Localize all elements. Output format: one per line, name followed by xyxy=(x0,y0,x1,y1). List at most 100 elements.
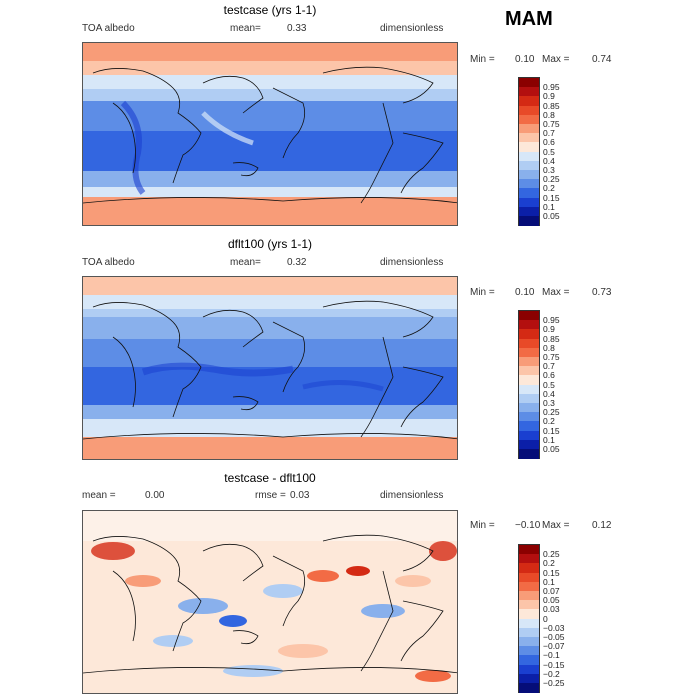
colorbar-tick-label: 0.15 xyxy=(543,425,560,436)
colorbar-swatch xyxy=(519,439,539,450)
panel-2-mean-label: mean= xyxy=(230,257,261,268)
colorbar-tick-label: 0.1 xyxy=(543,576,555,587)
colorbar-tick-label: 0 xyxy=(543,613,548,624)
panel-1-max-label: Max = xyxy=(542,54,570,65)
panel-3-coastlines xyxy=(83,534,457,674)
colorbar-tick-label: 0.6 xyxy=(543,137,555,148)
panel-2-coastlines xyxy=(83,300,457,440)
colorbar-swatch xyxy=(519,124,539,134)
colorbar-swatch xyxy=(519,618,539,629)
colorbar-tick-label: 0.15 xyxy=(543,192,560,203)
colorbar-tick-label: 0.7 xyxy=(543,128,555,139)
colorbar-tick-label: −0.05 xyxy=(543,632,565,642)
colorbar-swatch xyxy=(519,421,539,431)
panel-1-colorbar: 0.95 0.9 0.85 0.8 0.75 0.7 0.6 0.5 0.4 0.3 0.25 0.2… xyxy=(518,77,560,227)
colorbar-swatch xyxy=(519,637,539,647)
colorbar-tick-label: 0.5 xyxy=(543,146,555,157)
panel-1-unit-label: dimensionless xyxy=(380,23,444,34)
colorbar-tick-label: 0.05 xyxy=(543,595,560,606)
colorbar-tick-label: 0.2 xyxy=(543,416,555,427)
colorbar-tick-label: −0.07 xyxy=(543,641,565,652)
colorbar-tick-label: 0.2 xyxy=(543,558,555,569)
colorbar-swatch xyxy=(519,105,539,116)
colorbar-tick-label: 0.75 xyxy=(543,352,560,362)
colorbar-swatch xyxy=(519,403,539,413)
colorbar-tick-label: 0.9 xyxy=(543,91,555,102)
panel-1-map xyxy=(82,42,458,226)
panel-1-variable-label: TOA albedo xyxy=(82,23,135,34)
colorbar-swatch xyxy=(519,563,539,573)
colorbar-swatch xyxy=(519,357,539,367)
colorbar-tick-label: 0.25 xyxy=(543,549,560,560)
colorbar-swatch xyxy=(519,393,539,404)
colorbar-swatch xyxy=(519,179,539,189)
colorbar-tick-label: −0.15 xyxy=(543,659,565,670)
panel-3-min-label: Min = xyxy=(470,520,495,531)
colorbar-swatch xyxy=(519,170,539,180)
panel-1-min-label: Min = xyxy=(470,54,495,65)
colorbar-swatch xyxy=(519,375,539,385)
colorbar-swatch xyxy=(519,449,539,459)
colorbar-tick-label: 0.07 xyxy=(543,586,560,596)
panel-3-max-label: Max = xyxy=(542,520,570,531)
colorbar-swatch xyxy=(519,151,539,162)
colorbar-tick-label: 0.75 xyxy=(543,119,560,129)
colorbar-tick-label: 0.25 xyxy=(543,174,560,185)
panel-1-min-value: 0.10 xyxy=(515,54,535,65)
colorbar-tick-label: 0.05 xyxy=(543,211,560,221)
season-label: MAM xyxy=(505,8,553,30)
panel-2-colorbar: 0.95 0.9 0.85 0.8 0.75 0.7 0.6 0.5 0.4 0.3 0.25 0.2… xyxy=(518,310,560,460)
colorbar-tick-label: 0.03 xyxy=(543,604,560,615)
panel-1-mean-label: mean= xyxy=(230,23,261,34)
panel-3-rmse-value: 0.03 xyxy=(290,490,310,501)
panel-2-unit-label: dimensionless xyxy=(380,257,444,268)
colorbar-swatch xyxy=(519,627,539,638)
colorbar-tick-label: 0.8 xyxy=(543,342,555,353)
colorbar-swatch xyxy=(519,384,539,395)
panel-3-mean-label: mean = xyxy=(82,490,116,501)
colorbar-tick-label: 0.95 xyxy=(543,315,560,326)
panel-1-title: testcase (yrs 1-1) xyxy=(223,3,317,17)
colorbar-swatch xyxy=(519,188,539,198)
panel-2-variable-label: TOA albedo xyxy=(82,257,135,268)
panel-3-unit-label: dimensionless xyxy=(380,490,444,501)
colorbar-swatch xyxy=(519,430,539,441)
colorbar-tick-label: 0.2 xyxy=(543,183,555,194)
colorbar-swatch xyxy=(519,87,539,97)
colorbar-tick-label: 0.85 xyxy=(543,100,560,111)
panel-3-title: testcase - dflt100 xyxy=(224,471,316,485)
panel-2-max-label: Max = xyxy=(542,287,570,298)
colorbar-swatch xyxy=(519,646,539,656)
colorbar-tick-label: 0.25 xyxy=(543,407,560,418)
colorbar-tick-label: 0.3 xyxy=(543,165,555,175)
colorbar-swatch xyxy=(519,160,539,171)
panel-2-map xyxy=(82,276,458,460)
colorbar-tick-label: 0.85 xyxy=(543,333,560,344)
colorbar-swatch xyxy=(519,366,539,376)
colorbar-tick-label: 0.95 xyxy=(543,82,560,93)
colorbar-swatch xyxy=(519,114,539,125)
panel-3-mean-value: 0.00 xyxy=(145,490,165,501)
panel-3-min-value: −0.10 xyxy=(515,520,541,531)
colorbar-tick-label: 0.1 xyxy=(543,434,555,445)
panel-3-map xyxy=(82,510,458,694)
colorbar-swatch xyxy=(519,600,539,610)
colorbar-swatch xyxy=(519,664,539,675)
colorbar-swatch xyxy=(519,554,539,564)
panel-2-min-label: Min = xyxy=(470,287,495,298)
panel-3-max-value: 0.12 xyxy=(592,520,612,531)
colorbar-swatch xyxy=(519,673,539,684)
colorbar-swatch xyxy=(519,216,539,226)
colorbar-tick-label: 0.4 xyxy=(543,388,555,399)
colorbar-tick-label: −0.1 xyxy=(543,650,560,661)
colorbar-swatch xyxy=(519,133,539,143)
colorbar-swatch xyxy=(519,142,539,152)
panel-1-max-value: 0.74 xyxy=(592,54,612,65)
panel-2-mean-value: 0.32 xyxy=(287,257,307,268)
colorbar-tick-label: 0.15 xyxy=(543,567,560,578)
colorbar-swatch xyxy=(519,412,539,422)
colorbar-swatch xyxy=(519,206,539,217)
colorbar-tick-label: 0.7 xyxy=(543,361,555,372)
colorbar-tick-label: 0.05 xyxy=(543,444,560,454)
colorbar-swatch xyxy=(519,329,539,339)
